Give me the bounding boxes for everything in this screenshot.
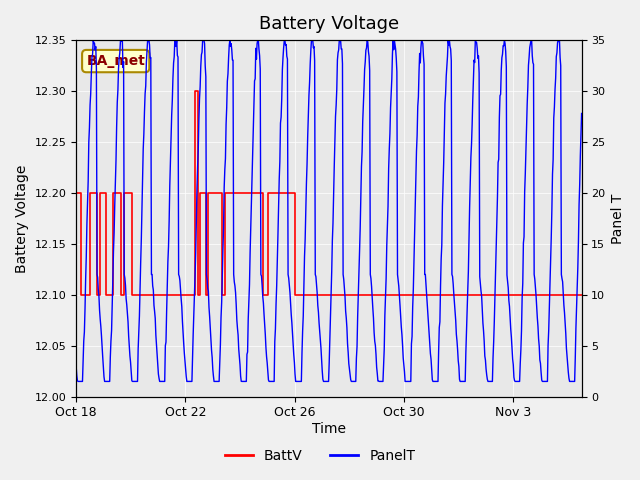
PanelT <box>380 347 388 352</box>
BattV <box>519 292 527 298</box>
PanelT <box>509 356 516 362</box>
Text: BA_met: BA_met <box>86 54 145 68</box>
BattV <box>578 292 586 298</box>
Legend: BattV, PanelT: BattV, PanelT <box>220 443 420 468</box>
PanelT <box>117 37 125 43</box>
PanelT <box>457 379 465 384</box>
PanelT <box>396 293 403 299</box>
X-axis label: Time: Time <box>312 422 346 436</box>
BattV <box>72 190 80 196</box>
BattV <box>147 292 154 298</box>
Line: PanelT: PanelT <box>76 40 582 382</box>
PanelT <box>104 379 111 384</box>
BattV <box>77 292 84 298</box>
PanelT <box>578 110 586 116</box>
BattV <box>438 292 446 298</box>
Y-axis label: Panel T: Panel T <box>611 193 625 243</box>
Y-axis label: Battery Voltage: Battery Voltage <box>15 164 29 273</box>
Line: BattV: BattV <box>76 91 582 295</box>
Title: Battery Voltage: Battery Voltage <box>259 15 399 33</box>
PanelT <box>72 363 80 369</box>
PanelT <box>74 379 82 384</box>
BattV <box>432 292 440 298</box>
BattV <box>337 292 344 298</box>
PanelT <box>367 276 375 281</box>
BattV <box>191 88 199 94</box>
BattV <box>491 292 499 298</box>
